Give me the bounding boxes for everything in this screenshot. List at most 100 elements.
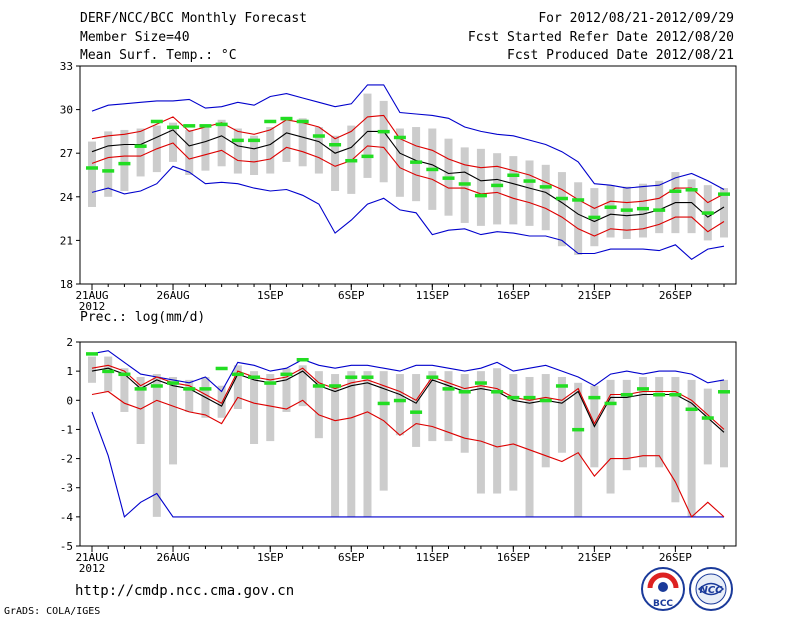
- obs-mark: [215, 122, 228, 127]
- precip-label: Prec.: log(mm/d): [80, 310, 206, 325]
- obs-mark: [183, 387, 196, 391]
- max-line: [91, 350, 725, 393]
- obs-mark: [150, 384, 163, 388]
- x-tick-label: 1SEP: [257, 289, 284, 302]
- obs-mark: [718, 390, 730, 394]
- x-tick-label: 26AUG: [156, 289, 189, 302]
- spread-bar: [185, 379, 194, 412]
- obs-mark: [393, 398, 406, 403]
- spread-bar: [428, 371, 437, 442]
- upper-line: [91, 364, 725, 430]
- spread-bar: [557, 172, 566, 247]
- url-text: http://cmdp.ncc.cma.gov.cn: [75, 583, 295, 599]
- mean-line: [91, 367, 725, 433]
- y-tick-label: 27: [60, 147, 73, 160]
- spread-bar: [314, 127, 323, 174]
- produced-date: Fcst Produced Date 2012/08/21: [507, 48, 734, 63]
- x-tick-label: 6SEP: [338, 289, 365, 302]
- spread-bar: [476, 371, 485, 494]
- spread-bar: [282, 368, 291, 412]
- spread-bar: [169, 376, 178, 465]
- member-size: Member Size=40: [80, 30, 190, 45]
- spread-bar: [395, 374, 404, 436]
- y-tick-label: 24: [60, 191, 74, 204]
- obs-mark: [167, 381, 180, 385]
- obs-mark: [150, 119, 163, 124]
- obs-mark: [669, 392, 682, 397]
- spread-bar: [169, 122, 178, 162]
- spread-bar: [509, 156, 518, 225]
- spread-bar: [720, 379, 728, 468]
- obs-mark: [539, 185, 552, 189]
- obs-mark: [296, 357, 309, 362]
- obs-mark: [523, 179, 536, 183]
- obs-mark: [377, 401, 390, 406]
- spread-bar: [574, 182, 583, 255]
- y-tick-label: 2: [66, 336, 73, 349]
- obs-mark: [442, 387, 455, 391]
- spread-bar: [525, 376, 534, 517]
- ncc-logo-text: NCC: [699, 585, 723, 596]
- obs-mark: [134, 387, 147, 391]
- obs-mark: [539, 398, 552, 403]
- obs-mark: [718, 192, 730, 196]
- obs-mark: [491, 390, 504, 394]
- obs-mark: [410, 410, 423, 414]
- y-tick-label: 0: [66, 394, 73, 407]
- spread-bar: [363, 371, 372, 517]
- x-tick-label: 6SEP: [338, 551, 365, 564]
- lower-line: [91, 142, 725, 237]
- spread-bar: [217, 119, 226, 167]
- obs-mark: [442, 176, 455, 180]
- obs-mark: [653, 208, 666, 212]
- spread-bar: [395, 128, 404, 197]
- x-tick-label: 16SEP: [497, 289, 530, 302]
- spread-bar: [250, 135, 259, 175]
- variable-label: Mean Surf. Temp.: °C: [80, 48, 237, 63]
- spread-bar: [655, 180, 664, 234]
- obs-mark: [102, 169, 115, 173]
- spread-bar: [606, 379, 615, 494]
- obs-mark: [620, 392, 633, 397]
- spread-bar: [444, 371, 453, 442]
- spread-bar: [298, 365, 307, 407]
- x-tick-label: 21SEP: [578, 551, 611, 564]
- obs-mark: [507, 395, 520, 400]
- spread-bar: [460, 374, 469, 453]
- obs-mark: [588, 395, 601, 400]
- obs-mark: [231, 372, 244, 377]
- plot-frame: [79, 65, 737, 285]
- obs-mark: [134, 144, 147, 148]
- obs-mark: [377, 129, 390, 134]
- obs-mark: [280, 372, 293, 377]
- obs-mark: [231, 138, 244, 143]
- obs-mark: [118, 161, 131, 166]
- obs-mark: [474, 381, 487, 385]
- obs-mark: [523, 395, 536, 400]
- y-tick-label: 21: [60, 234, 73, 247]
- obs-mark: [199, 387, 212, 391]
- spread-bar: [379, 100, 388, 183]
- obs-mark: [685, 188, 698, 192]
- spread-bar: [525, 160, 534, 226]
- spread-bar: [136, 128, 145, 177]
- obs-mark: [588, 215, 601, 220]
- spread-bar: [638, 183, 647, 238]
- obs-mark: [604, 401, 617, 406]
- spread-bar: [703, 388, 712, 465]
- obs-mark: [653, 392, 666, 397]
- x-tick-label: 1SEP: [257, 551, 284, 564]
- spread-bar: [606, 185, 615, 238]
- spread-bar: [120, 129, 129, 191]
- x-tick-label: 21AUG: [75, 289, 108, 302]
- obs-mark: [701, 211, 714, 215]
- y-tick-label: 1: [66, 365, 73, 378]
- obs-mark: [199, 124, 212, 128]
- x-tick-label: 26SEP: [659, 551, 692, 564]
- obs-mark: [345, 158, 358, 163]
- obs-mark: [280, 116, 293, 121]
- obs-mark: [102, 369, 115, 374]
- max-line: [91, 84, 725, 190]
- spread-bar: [185, 129, 194, 175]
